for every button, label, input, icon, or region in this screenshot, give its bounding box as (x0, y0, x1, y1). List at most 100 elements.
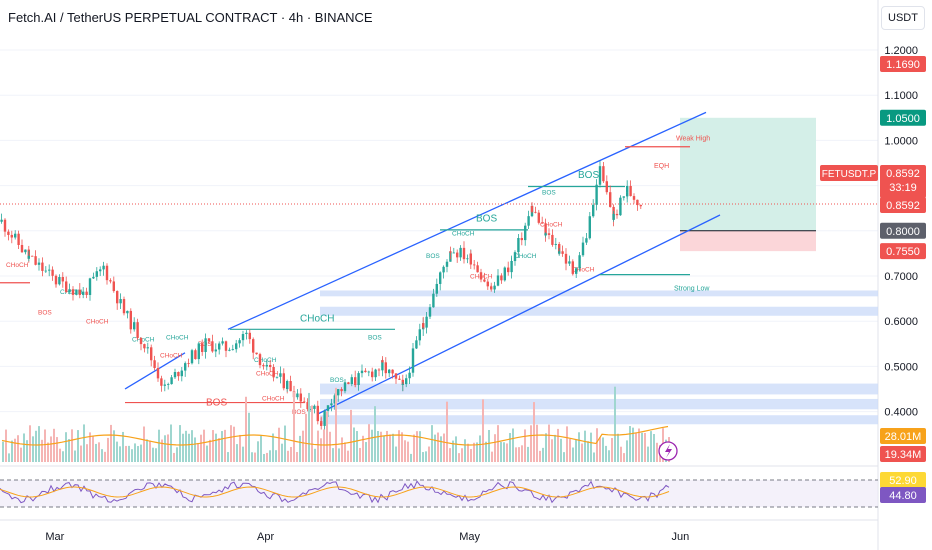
candle (282, 373, 285, 389)
volume-bar (566, 426, 568, 462)
volume-bar (194, 437, 196, 462)
candle (473, 264, 476, 266)
structure-label: CHoCH (262, 395, 285, 402)
volume-bar (308, 392, 310, 462)
price-label-bg (880, 222, 926, 239)
candle (340, 389, 343, 392)
volume-bar (113, 430, 115, 462)
volume-bar (386, 430, 388, 462)
volume-bar (371, 429, 373, 462)
volume-bar (494, 434, 496, 462)
volume-bar (299, 435, 301, 462)
volume-bar (392, 433, 394, 462)
candle (469, 253, 472, 265)
demand-zone (320, 290, 878, 297)
candle (360, 370, 364, 374)
candle (102, 265, 105, 270)
volume-bar (641, 432, 643, 462)
volume-bar (275, 450, 277, 462)
demand-zone (320, 415, 878, 425)
volume-bar (110, 424, 112, 462)
countdown-tag: 33:19 (889, 182, 917, 194)
volume-bar (635, 432, 637, 462)
candle (27, 255, 30, 259)
volume-bar (584, 430, 586, 462)
candle (435, 283, 438, 294)
candle (408, 372, 411, 379)
volume-bar (119, 446, 121, 462)
candle (313, 405, 316, 409)
candle (146, 347, 149, 349)
y-tick-label: 1.2000 (884, 45, 918, 57)
volume-bar (341, 437, 343, 462)
volume-bar (131, 449, 133, 462)
candle (68, 289, 71, 292)
volume-bar (161, 439, 163, 462)
volume-bar (434, 434, 436, 462)
eqh-label: EQH (654, 163, 669, 170)
volume-bar (479, 435, 481, 462)
volume-bar (35, 430, 37, 462)
volume-bar (578, 432, 580, 462)
volume-bar (482, 399, 484, 462)
volume-bar (29, 425, 31, 462)
volume-bar (401, 432, 403, 462)
candle (326, 405, 330, 411)
candle (92, 276, 95, 279)
candle (17, 233, 20, 245)
currency-unit-button[interactable]: USDT (881, 6, 925, 30)
volume-bar (47, 442, 49, 462)
candle (333, 395, 336, 400)
candle (231, 349, 234, 350)
volume-bar (26, 440, 28, 462)
candle (296, 393, 299, 398)
volume-bar (611, 438, 613, 462)
candle (547, 233, 551, 235)
candle (592, 204, 595, 217)
candle (88, 278, 92, 295)
volume-bar (623, 453, 625, 462)
volume-bar (128, 445, 130, 462)
volume-bar (521, 445, 523, 462)
strong-low-label: Strong Low (674, 286, 710, 293)
volume-bar (431, 425, 433, 462)
volume-bar (323, 429, 325, 462)
volume-bar (209, 439, 211, 462)
candle (401, 384, 404, 385)
volume-bar (221, 431, 223, 462)
candle (44, 270, 47, 272)
current-price-label-bg (880, 197, 926, 214)
candle (513, 252, 517, 262)
volume-bar (590, 432, 592, 462)
volume-bar (149, 440, 151, 462)
candle (119, 299, 122, 304)
volume-bar (176, 447, 178, 462)
candle (48, 269, 51, 271)
candle (622, 196, 625, 198)
volume-bar (59, 448, 61, 462)
volume-bar (656, 442, 658, 462)
structure-label: CHoCH (6, 262, 29, 269)
candle (286, 381, 289, 389)
candle (507, 267, 510, 273)
volume-bar (146, 439, 148, 462)
volume-bar (602, 437, 604, 462)
volume-bar (605, 445, 607, 462)
candle (602, 166, 605, 182)
candle (500, 275, 503, 281)
volume-bar (380, 431, 382, 462)
candle (452, 252, 455, 254)
candle (422, 323, 425, 328)
volume-bar (575, 439, 577, 462)
volume-bar (467, 443, 469, 462)
rsi-label: 52.90 (889, 475, 917, 487)
volume-bar (338, 448, 340, 462)
volume-bar (305, 413, 307, 462)
y-tick-label: 0.5000 (884, 361, 918, 373)
volume-bar (233, 426, 235, 462)
candle (299, 393, 302, 402)
volume-bar (50, 436, 52, 462)
volume-bar (266, 452, 268, 462)
volume-bar (290, 446, 292, 462)
